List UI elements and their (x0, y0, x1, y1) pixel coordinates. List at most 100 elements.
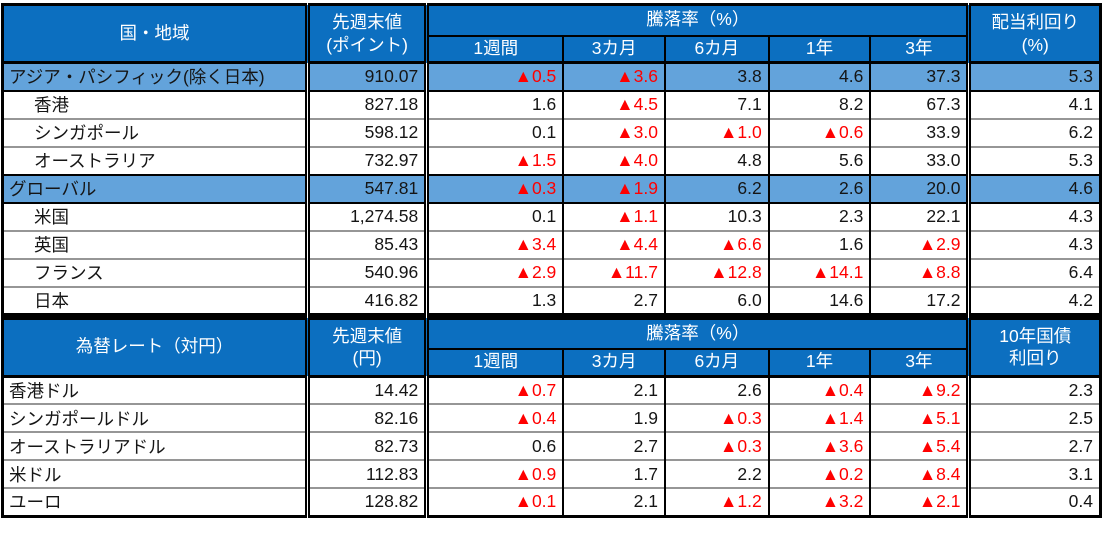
fx-period-header-1week: 1週間 (424, 348, 564, 376)
change-cell-1週間: ▲3.4 (424, 230, 564, 259)
change-cell-1週間: ▲0.9 (424, 460, 564, 488)
change-cell-3カ月: 1.7 (562, 460, 665, 488)
table-row: 日本 416.82 1.3 2.7 6.0 14.6 17.2 4.2 (2, 286, 1101, 315)
last-week-value-cell: 14.42 (305, 376, 427, 404)
row-label-cell: シンガポールドル (9, 408, 149, 429)
change-cell-1年: ▲0.2 (767, 460, 871, 488)
table-row: 米国 1,274.58 0.1 ▲1.1 10.3 2.3 22.1 4.3 (2, 202, 1101, 231)
table-row: シンガポール 598.12 0.1 ▲3.0 ▲1.0 ▲0.6 33.9 6.2 (2, 118, 1101, 147)
reit-index-table: 国・地域 先週末値 (ポイント) 騰落率（%） 配当利回り (%) 1週間 3カ… (1, 3, 1102, 316)
last-week-value-cell: 128.82 (305, 488, 427, 516)
last-week-value-cell: 1,274.58 (305, 202, 427, 231)
row-label-cell: アジア・パシフィック(除く日本) (2, 62, 308, 91)
last-week-value-cell: 540.96 (305, 258, 427, 287)
fx-last-week-value-header-line2: (円) (352, 348, 382, 369)
yield-cell: 2.7 (966, 432, 1101, 460)
change-cell-6カ月: 10.3 (663, 202, 769, 231)
last-week-value-cell: 416.82 (305, 286, 427, 315)
country-region-header: 国・地域 (2, 4, 308, 63)
change-cell-1年: ▲0.6 (767, 118, 871, 147)
change-cell-1年: 2.3 (767, 202, 871, 231)
change-cell-1年: ▲0.4 (767, 376, 871, 404)
table-row: グローバル 547.81 ▲0.3 ▲1.9 6.2 2.6 20.0 4.6 (2, 174, 1101, 203)
change-cell-3カ月: ▲3.6 (562, 62, 665, 91)
last-week-value-cell: 827.18 (305, 90, 427, 119)
change-cell-6カ月: 6.2 (663, 174, 769, 203)
last-week-value-cell: 82.73 (305, 432, 427, 460)
change-cell-6カ月: 3.8 (663, 62, 769, 91)
fx-period-header-3year: 3年 (869, 348, 969, 376)
change-cell-6カ月: 7.1 (663, 90, 769, 119)
change-cell-3カ月: ▲1.1 (562, 202, 665, 231)
change-cell-3年: ▲2.9 (869, 230, 969, 259)
gov-bond-yield-header: 10年国債 利回り (966, 318, 1101, 376)
change-cell-3カ月: 2.7 (562, 286, 665, 315)
yield-cell: 3.1 (966, 460, 1101, 488)
change-cell-1週間: 0.1 (424, 118, 564, 147)
last-week-value-header-line1: 先週末値 (332, 11, 403, 32)
yield-cell: 4.6 (966, 174, 1101, 203)
change-cell-3カ月: ▲3.0 (562, 118, 665, 147)
change-cell-3カ月: ▲4.0 (562, 146, 665, 175)
yield-cell: 4.1 (966, 90, 1101, 119)
change-cell-1週間: ▲0.7 (424, 376, 564, 404)
period-header-3year: 3年 (869, 34, 969, 63)
gov-bond-yield-header-line1: 10年国債 (999, 325, 1072, 346)
gov-bond-yield-header-line2: 利回り (1008, 348, 1062, 369)
last-week-value-header-line2: (ポイント) (326, 34, 408, 55)
change-cell-3年: 33.9 (869, 118, 969, 147)
change-cell-1年: 1.6 (767, 230, 871, 259)
change-cell-1年: ▲14.1 (767, 258, 871, 287)
change-cell-3年: ▲5.4 (869, 432, 969, 460)
change-cell-3カ月: 2.1 (562, 488, 665, 516)
dividend-yield-header-line2: (%) (1021, 34, 1049, 55)
yield-cell: 4.3 (966, 202, 1101, 231)
change-cell-1週間: ▲0.1 (424, 488, 564, 516)
fx-period-header-6month: 6カ月 (663, 348, 769, 376)
change-cell-3年: ▲8.4 (869, 460, 969, 488)
last-week-value-header: 先週末値 (ポイント) (305, 4, 427, 63)
change-cell-1週間: ▲0.4 (424, 404, 564, 432)
change-cell-1週間: ▲2.9 (424, 258, 564, 287)
yield-cell: 4.2 (966, 286, 1101, 315)
row-label-cell: 英国 (34, 235, 69, 255)
row-label-cell: シンガポール (34, 123, 139, 143)
yield-cell: 5.3 (966, 146, 1101, 175)
row-label-cell: 香港ドル (9, 380, 79, 401)
table-row: シンガポールドル 82.16 ▲0.4 1.9 ▲0.3 ▲1.4 ▲5.1 2.5 (2, 404, 1101, 432)
row-label-cell: 米ドル (9, 464, 62, 485)
row-label-cell: 米国 (34, 207, 69, 227)
change-cell-6カ月: 2.6 (663, 376, 769, 404)
yield-cell: 2.3 (966, 376, 1101, 404)
table-row: フランス 540.96 ▲2.9 ▲11.7 ▲12.8 ▲14.1 ▲8.8 6.4 (2, 258, 1101, 287)
row-label-cell: フランス (34, 263, 104, 283)
table-row: オーストラリアドル 82.73 0.6 2.7 ▲0.3 ▲3.6 ▲5.4 2.7 (2, 432, 1101, 460)
fx-last-week-value-header-line1: 先週末値 (332, 325, 403, 346)
change-cell-1週間: 1.6 (424, 90, 564, 119)
row-label-cell: オーストラリアドル (9, 436, 166, 457)
change-cell-3カ月: 1.9 (562, 404, 665, 432)
row-label-cell: 香港 (34, 95, 69, 115)
change-cell-1年: 5.6 (767, 146, 871, 175)
change-cell-1年: 4.6 (767, 62, 871, 91)
change-cell-3年: 17.2 (869, 286, 969, 315)
fx-table-body: 香港ドル 14.42 ▲0.7 2.1 2.6 ▲0.4 ▲9.2 2.3 シンガポールドル 82… (2, 376, 1101, 516)
change-cell-6カ月: 6.0 (663, 286, 769, 315)
change-cell-3年: 33.0 (869, 146, 969, 175)
period-header-1week: 1週間 (424, 34, 564, 63)
change-cell-1週間: ▲0.5 (424, 62, 564, 91)
change-cell-1年: ▲3.6 (767, 432, 871, 460)
change-cell-6カ月: 2.2 (663, 460, 769, 488)
change-cell-1年: ▲3.2 (767, 488, 871, 516)
change-cell-3カ月: 2.7 (562, 432, 665, 460)
change-cell-6カ月: ▲0.3 (663, 404, 769, 432)
change-cell-1年: 2.6 (767, 174, 871, 203)
fx-rate-table: 為替レート（対円） 先週末値 (円) 騰落率（%） 10年国債 利回り 1週間 … (1, 316, 1102, 518)
change-cell-3年: ▲8.8 (869, 258, 969, 287)
last-week-value-cell: 598.12 (305, 118, 427, 147)
last-week-value-cell: 82.16 (305, 404, 427, 432)
fx-table-header: 為替レート（対円） 先週末値 (円) 騰落率（%） 10年国債 利回り 1週間 … (2, 318, 1101, 376)
change-cell-1週間: ▲1.5 (424, 146, 564, 175)
table-row: 香港ドル 14.42 ▲0.7 2.1 2.6 ▲0.4 ▲9.2 2.3 (3, 376, 1101, 404)
